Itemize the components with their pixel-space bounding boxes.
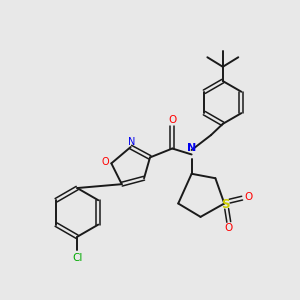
Text: O: O [102,157,109,167]
Text: O: O [225,224,233,233]
Text: S: S [220,199,229,212]
Text: O: O [244,192,252,202]
Text: O: O [168,115,176,125]
Text: N: N [187,143,196,153]
Text: Cl: Cl [72,253,83,263]
Text: N: N [128,137,135,147]
